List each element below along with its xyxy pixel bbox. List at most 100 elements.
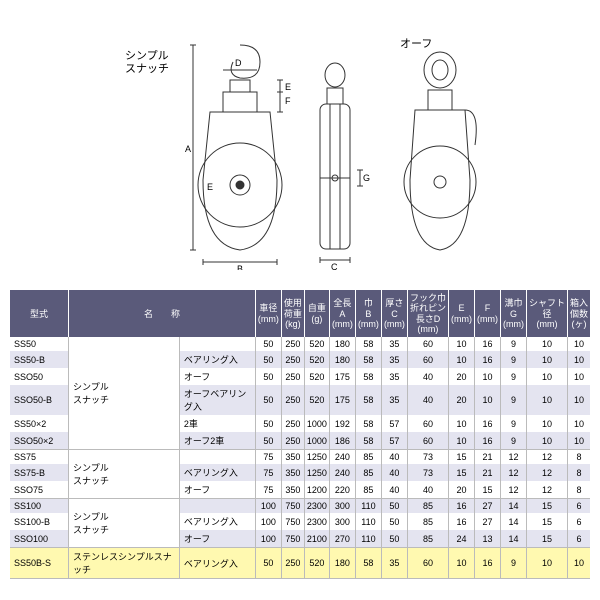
cell-A: 240 xyxy=(329,450,355,465)
cell-G: 14 xyxy=(500,530,526,548)
cell-wheel: 50 xyxy=(255,432,281,450)
cell-name: ベアリング入 xyxy=(179,513,255,530)
cell-wheel: 100 xyxy=(255,499,281,514)
cell-F: 27 xyxy=(474,513,500,530)
dim-Einner: E xyxy=(207,182,213,192)
cell-load: 350 xyxy=(281,481,304,499)
dim-E: E xyxy=(285,82,291,92)
th-C: 厚さ C(mm) xyxy=(381,290,407,337)
cell-C: 57 xyxy=(381,432,407,450)
cell-E: 20 xyxy=(448,385,474,415)
cell-load: 250 xyxy=(281,368,304,385)
cell-D: 60 xyxy=(407,548,448,579)
cell-load: 250 xyxy=(281,385,304,415)
cell-weight: 520 xyxy=(304,548,329,579)
dim-F: F xyxy=(285,96,291,106)
dim-G: G xyxy=(363,173,370,183)
cell-G: 12 xyxy=(500,481,526,499)
cell-weight: 2300 xyxy=(304,499,329,514)
label-snatch-line1: シンプル xyxy=(125,50,169,62)
cell-box: 10 xyxy=(567,415,590,432)
cell-B: 58 xyxy=(355,385,381,415)
cell-D: 40 xyxy=(407,368,448,385)
cell-B: 110 xyxy=(355,513,381,530)
cell-model: SS75 xyxy=(10,450,69,465)
cell-weight: 520 xyxy=(304,351,329,368)
cell-A: 240 xyxy=(329,464,355,481)
cell-G: 14 xyxy=(500,513,526,530)
cell-C: 40 xyxy=(381,450,407,465)
cell-B: 58 xyxy=(355,337,381,351)
cell-E: 10 xyxy=(448,548,474,579)
cell-G: 9 xyxy=(500,368,526,385)
cell-box: 10 xyxy=(567,337,590,351)
cell-name: ベアリング入 xyxy=(179,464,255,481)
cell-G: 9 xyxy=(500,337,526,351)
dim-B: B xyxy=(237,264,243,270)
th-E: E(mm) xyxy=(448,290,474,337)
cell-weight: 1000 xyxy=(304,432,329,450)
cell-weight: 1000 xyxy=(304,415,329,432)
cell-box: 8 xyxy=(567,481,590,499)
cell-box: 8 xyxy=(567,464,590,481)
cell-load: 750 xyxy=(281,513,304,530)
cell-G: 14 xyxy=(500,499,526,514)
cell-model: SS100 xyxy=(10,499,69,514)
cell-E: 20 xyxy=(448,481,474,499)
cell-wheel: 50 xyxy=(255,548,281,579)
cell-F: 10 xyxy=(474,385,500,415)
cell-load: 250 xyxy=(281,415,304,432)
cell-shaft: 15 xyxy=(526,499,567,514)
cell-F: 16 xyxy=(474,415,500,432)
cell-G: 9 xyxy=(500,548,526,579)
cell-model: SSO50×2 xyxy=(10,432,69,450)
cell-name: 2車 xyxy=(179,415,255,432)
drawing-side: C G xyxy=(305,60,375,270)
th-weight: 自重(g) xyxy=(304,290,329,337)
cell-A: 192 xyxy=(329,415,355,432)
cell-load: 250 xyxy=(281,548,304,579)
label-snatch-line2: スナッチ xyxy=(125,63,169,75)
cell-C: 35 xyxy=(381,368,407,385)
cell-D: 60 xyxy=(407,351,448,368)
cell-G: 9 xyxy=(500,415,526,432)
cell-weight: 1200 xyxy=(304,481,329,499)
th-model: 型式 xyxy=(10,290,69,337)
cell-E: 15 xyxy=(448,464,474,481)
th-G: 溝巾 G(mm) xyxy=(500,290,526,337)
cell-wheel: 50 xyxy=(255,415,281,432)
cell-C: 50 xyxy=(381,530,407,548)
cell-A: 180 xyxy=(329,337,355,351)
header-row: 型式 名 称 車径(mm) 使用 荷重(kg) 自重(g) 全長 A(mm) 巾… xyxy=(10,290,590,337)
cell-D: 40 xyxy=(407,481,448,499)
cell-model: SSO75 xyxy=(10,481,69,499)
cell-D: 85 xyxy=(407,513,448,530)
cell-E: 10 xyxy=(448,432,474,450)
cell-box: 6 xyxy=(567,499,590,514)
cell-A: 300 xyxy=(329,499,355,514)
cell-wheel: 100 xyxy=(255,530,281,548)
cell-F: 13 xyxy=(474,530,500,548)
cell-model: SS100-B xyxy=(10,513,69,530)
cell-F: 16 xyxy=(474,432,500,450)
cell-name xyxy=(179,337,255,351)
dim-D: D xyxy=(235,58,242,68)
dim-C: C xyxy=(331,262,338,270)
cell-B: 110 xyxy=(355,499,381,514)
cell-A: 175 xyxy=(329,385,355,415)
cell-model: SSO50-B xyxy=(10,385,69,415)
cell-wheel: 50 xyxy=(255,385,281,415)
table-row: SS75シンプル スナッチ753501250240854073152112128 xyxy=(10,450,590,465)
cell-D: 85 xyxy=(407,499,448,514)
cell-shaft: 15 xyxy=(526,530,567,548)
cell-weight: 520 xyxy=(304,368,329,385)
cell-name xyxy=(179,450,255,465)
cell-shaft: 10 xyxy=(526,368,567,385)
cell-group: シンプル スナッチ xyxy=(69,337,180,450)
cell-load: 350 xyxy=(281,450,304,465)
cell-E: 24 xyxy=(448,530,474,548)
table-row: SS100シンプル スナッチ10075023003001105085162714… xyxy=(10,499,590,514)
cell-wheel: 75 xyxy=(255,464,281,481)
cell-weight: 2100 xyxy=(304,530,329,548)
cell-B: 85 xyxy=(355,450,381,465)
